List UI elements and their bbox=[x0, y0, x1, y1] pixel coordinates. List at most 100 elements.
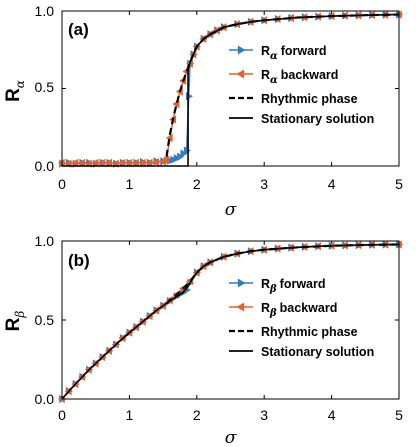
data-point-forward bbox=[180, 149, 188, 158]
tick-labels-b: 0.0 0.5 1.0 0 1 2 3 4 5 bbox=[35, 233, 404, 423]
x-tick-label: 0 bbox=[58, 407, 66, 423]
series-line-backward bbox=[61, 243, 400, 400]
data-point-backward bbox=[138, 158, 146, 168]
x-tick-label: 5 bbox=[395, 176, 403, 192]
data-point-backward bbox=[152, 158, 160, 167]
legend-item-backward: Rα backward bbox=[229, 68, 338, 86]
legend-label-forward: Rα forward bbox=[261, 44, 327, 62]
legend-label-rhythmic: Rhythmic phase bbox=[261, 92, 358, 106]
data-point-backward bbox=[71, 158, 79, 168]
legend-label-sub: β bbox=[269, 284, 277, 295]
legend-label-main: R bbox=[261, 301, 270, 315]
plot-area-a bbox=[57, 10, 404, 168]
x-tick-label: 5 bbox=[395, 407, 403, 423]
x-tick-label: 4 bbox=[328, 176, 336, 192]
x-tick-label: 0 bbox=[58, 176, 66, 192]
legend-label-suffix: forward bbox=[281, 44, 327, 58]
y-tick-label: 0.5 bbox=[35, 312, 55, 328]
panel-a: 0.0 0.5 1.0 0 1 2 3 4 5 σ Rα (a) Rα forwa… bbox=[3, 3, 404, 220]
series-line-rhythmic bbox=[165, 243, 400, 305]
data-point-backward bbox=[104, 158, 112, 168]
series-forward bbox=[59, 240, 404, 404]
y-axis-label-main: R bbox=[3, 88, 24, 102]
legend-label-main: R bbox=[261, 277, 270, 291]
y-tick-label: 0.0 bbox=[35, 158, 55, 174]
legend-label-sub: β bbox=[269, 308, 277, 319]
data-point-backward bbox=[78, 158, 86, 168]
x-tick-label: 2 bbox=[193, 176, 201, 192]
series-line-backward bbox=[61, 13, 400, 165]
panel-b: 0.0 0.5 1.0 0 1 2 3 4 5 σ Rβ (b) Rβ forwa… bbox=[3, 233, 404, 447]
series-line-forward bbox=[61, 13, 400, 165]
series-stationary bbox=[61, 243, 400, 400]
y-axis-label: Rα bbox=[3, 80, 27, 102]
series-rhythmic bbox=[165, 243, 400, 305]
x-tick-label: 1 bbox=[126, 407, 134, 423]
y-tick-label: 0.5 bbox=[35, 79, 55, 95]
series-line-rhythmic bbox=[165, 13, 400, 157]
data-point-forward bbox=[170, 155, 178, 164]
data-point-backward bbox=[125, 158, 133, 168]
data-point-forward bbox=[177, 152, 185, 161]
legend-item-stationary: Stationary solution bbox=[229, 345, 374, 359]
legend-a: Rα forward Rα backward Rhythmic phase Stat… bbox=[229, 44, 374, 126]
legend-label-rhythmic: Rhythmic phase bbox=[261, 325, 358, 339]
legend-label-backward: Rα backward bbox=[261, 68, 338, 86]
tick-marks bbox=[61, 10, 400, 167]
data-point-backward bbox=[162, 155, 170, 164]
data-point-backward bbox=[98, 158, 106, 168]
series-line-stationary bbox=[61, 243, 400, 400]
legend-label-sub: α bbox=[270, 51, 278, 62]
y-axis-label-main: R bbox=[3, 317, 24, 331]
legend-item-stationary: Stationary solution bbox=[229, 112, 374, 126]
series-rhythmic bbox=[165, 13, 400, 157]
series-backward bbox=[57, 240, 402, 404]
legend-label-suffix: backward bbox=[281, 68, 339, 82]
legend-label-stationary: Stationary solution bbox=[261, 112, 374, 126]
legend-swatch-backward-marker bbox=[236, 302, 245, 312]
axes-frame-a bbox=[61, 10, 400, 167]
panel-label-a: (a) bbox=[68, 20, 89, 39]
legend-swatch-forward-marker bbox=[237, 278, 246, 288]
data-point-forward bbox=[173, 154, 181, 163]
legend-label-main: R bbox=[261, 44, 270, 58]
y-axis-label-sub: α bbox=[13, 80, 27, 88]
series-line-forward bbox=[61, 243, 400, 400]
data-point-backward bbox=[91, 158, 99, 168]
legend-label-stationary: Stationary solution bbox=[261, 345, 374, 359]
series-backward bbox=[57, 10, 402, 168]
legend-item-rhythmic: Rhythmic phase bbox=[229, 92, 358, 106]
legend-label-sub: α bbox=[270, 75, 278, 86]
legend-label-suffix: forward bbox=[280, 277, 326, 291]
x-axis-label: σ bbox=[225, 200, 237, 220]
data-point-backward bbox=[131, 158, 139, 168]
legend-label-suffix: backward bbox=[280, 301, 338, 315]
data-point-backward bbox=[118, 158, 126, 168]
legend-item-backward: Rβ backward bbox=[229, 301, 337, 319]
x-tick-label: 2 bbox=[193, 407, 201, 423]
data-point-backward bbox=[57, 158, 65, 168]
legend-b: Rβ forward Rβ backward Rhythmic phase Stat… bbox=[229, 277, 374, 359]
x-tick-label: 4 bbox=[328, 407, 336, 423]
plot-area-b bbox=[57, 240, 404, 404]
data-point-backward bbox=[145, 158, 153, 168]
legend-swatch-forward-marker bbox=[237, 45, 246, 55]
series-line-stationary bbox=[62, 13, 400, 167]
x-axis-label: σ bbox=[225, 428, 237, 447]
legend-label-forward: Rβ forward bbox=[261, 277, 326, 295]
x-tick-label: 3 bbox=[260, 176, 268, 192]
y-axis-label-sub: β bbox=[13, 311, 27, 319]
legend-label-backward: Rβ backward bbox=[261, 301, 337, 319]
x-tick-label: 3 bbox=[260, 407, 268, 423]
tick-marks bbox=[61, 240, 400, 400]
tick-labels-a: 0.0 0.5 1.0 0 1 2 3 4 5 bbox=[35, 3, 404, 192]
legend-label-main: R bbox=[261, 68, 270, 82]
legend-item-rhythmic: Rhythmic phase bbox=[229, 325, 358, 339]
data-point-forward bbox=[183, 146, 191, 155]
axes-frame-b bbox=[61, 240, 400, 400]
legend-item-forward: Rα forward bbox=[229, 44, 327, 62]
y-axis-label: Rβ bbox=[3, 311, 27, 332]
y-tick-label: 1.0 bbox=[35, 233, 55, 249]
legend-item-forward: Rβ forward bbox=[229, 277, 326, 295]
